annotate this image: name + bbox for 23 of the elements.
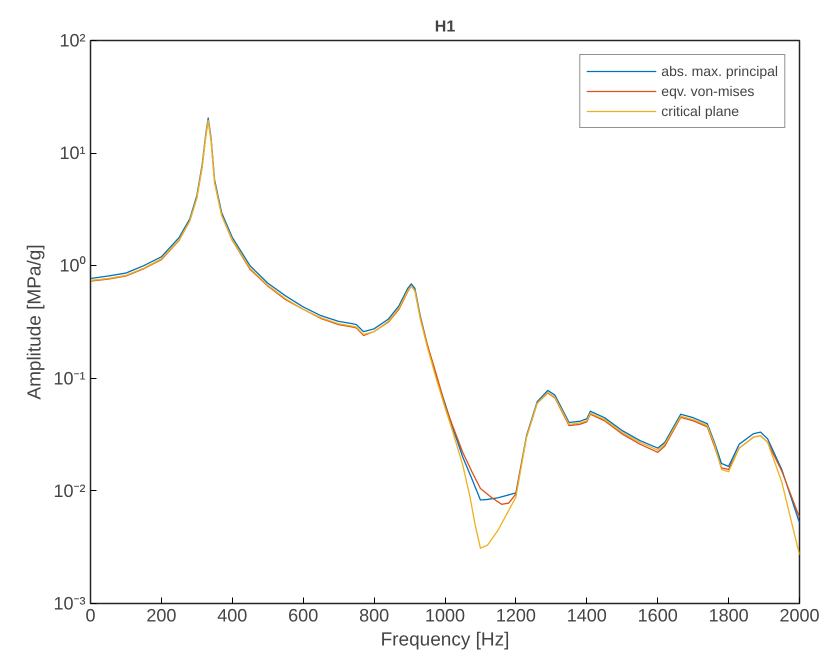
x-tick-label: 800 bbox=[359, 606, 390, 626]
x-tick-label: 1000 bbox=[424, 606, 466, 626]
x-tick-label: 400 bbox=[217, 606, 248, 626]
y-tick-label: 10⁻³ bbox=[53, 594, 86, 614]
legend-label: abs. max. principal bbox=[661, 63, 778, 79]
x-tick-label: 1200 bbox=[496, 606, 536, 626]
x-tick-label: 200 bbox=[146, 606, 176, 626]
legend-label: eqv. von-mises bbox=[661, 83, 754, 99]
y-tick-label: 10¹ bbox=[59, 143, 86, 164]
x-tick-label: 1600 bbox=[638, 606, 678, 626]
y-tick-label: 10⁻² bbox=[53, 480, 86, 501]
y-axis-title: Amplitude [MPa/g] bbox=[24, 244, 46, 400]
y-tick-label: 10² bbox=[59, 30, 86, 50]
chart-title: H1 bbox=[434, 18, 456, 36]
x-tick-label: 1800 bbox=[708, 606, 749, 626]
y-tick-label: 10⁻¹ bbox=[53, 368, 86, 388]
y-tick-label: 10⁰ bbox=[59, 256, 86, 276]
x-axis-title: Frequency [Hz] bbox=[380, 630, 510, 650]
x-tick-label: 2000 bbox=[779, 606, 819, 626]
x-tick-label: 1400 bbox=[566, 606, 607, 626]
legend-label: critical plane bbox=[661, 103, 740, 119]
x-tick-label: 600 bbox=[288, 606, 318, 626]
x-tick-label: 0 bbox=[85, 606, 96, 626]
